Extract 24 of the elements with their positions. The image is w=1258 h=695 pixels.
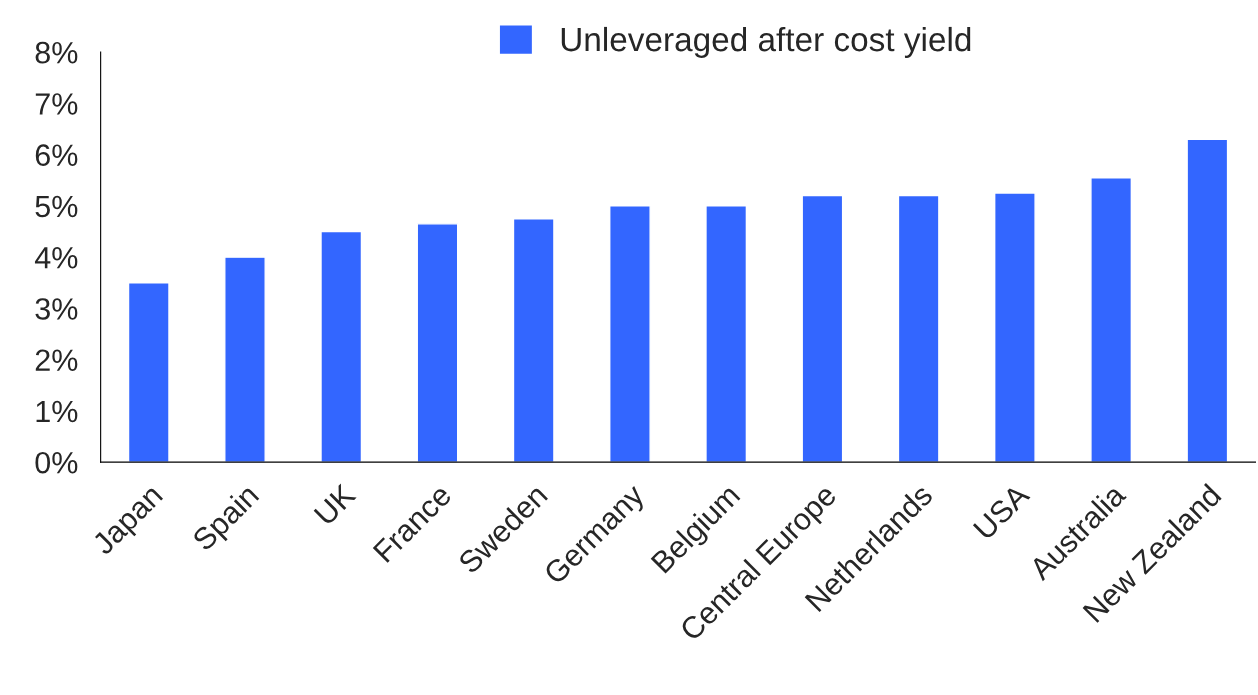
y-tick-label: 4% [34, 247, 78, 269]
bar [416, 223, 459, 463]
bar [609, 205, 651, 463]
bar [320, 230, 363, 463]
x-tick-label: UK [313, 482, 357, 526]
y-tick-label: 5% [35, 195, 78, 218]
y-tick-label: 8% [35, 41, 78, 64]
bar [993, 192, 1036, 463]
y-tick-label: 1% [36, 400, 78, 423]
bar [705, 205, 748, 463]
y-tick-label: 3% [35, 298, 78, 320]
y-tick-label: 0% [35, 451, 78, 474]
bar [224, 256, 266, 463]
y-tick-label: 2% [35, 349, 78, 371]
x-tick-label: USA [972, 482, 1031, 541]
bar [127, 282, 170, 463]
bar [1090, 177, 1133, 463]
y-tick-label: 7% [35, 93, 78, 115]
y-tick-label: 6% [35, 144, 78, 167]
bar [1186, 138, 1229, 463]
bar [512, 218, 555, 463]
bar [801, 194, 844, 463]
legend-label: Unleveraged after cost yield [561, 26, 971, 58]
bar [897, 194, 940, 463]
